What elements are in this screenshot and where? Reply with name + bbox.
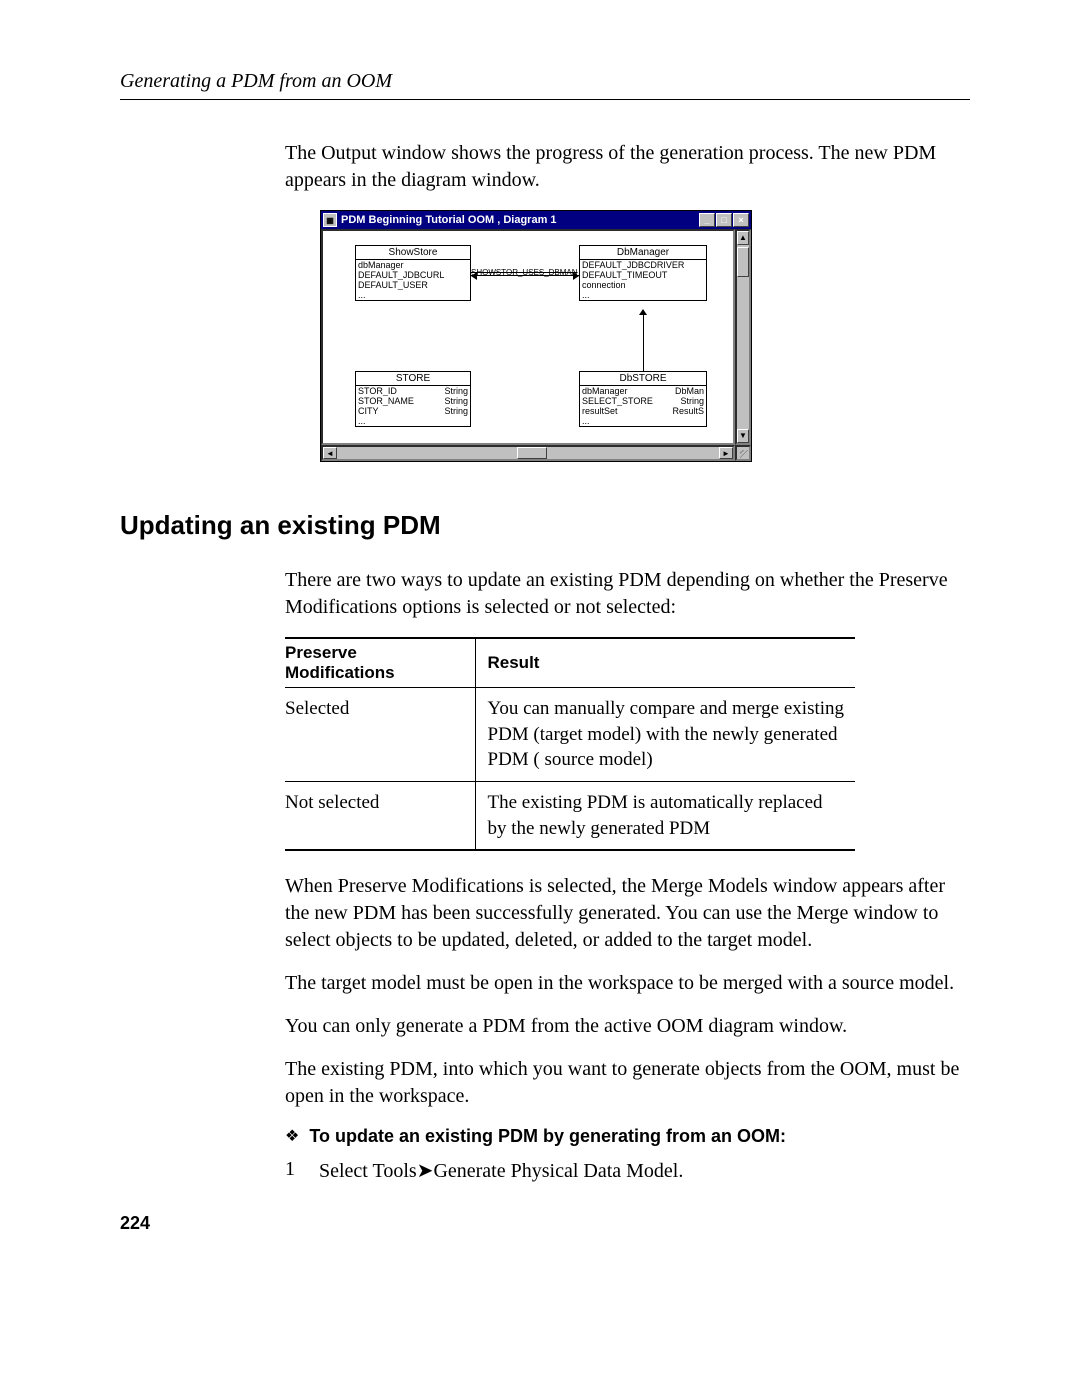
attr-type: DbMan	[671, 386, 704, 396]
menu-arrow-icon: ➤	[417, 1160, 434, 1182]
attr-label: resultSet	[582, 406, 668, 416]
attr-label: STOR_ID	[358, 386, 440, 396]
attr-label: dbManager	[582, 386, 671, 396]
attr-type: String	[440, 406, 468, 416]
entity-title: DbManager	[580, 246, 706, 260]
attr-type: String	[440, 386, 468, 396]
vertical-scrollbar[interactable]: ▲ ▼	[735, 229, 751, 445]
entity-store[interactable]: STORE STOR_IDString STOR_NAMEString CITY…	[355, 371, 471, 427]
scroll-thumb[interactable]	[517, 447, 547, 459]
table-cell: The existing PDM is automatically replac…	[475, 781, 855, 850]
attr-label: ...	[582, 416, 704, 426]
step-number: 1	[285, 1158, 299, 1183]
scroll-down-button[interactable]: ▼	[737, 429, 749, 443]
diagram-canvas[interactable]: ShowStore dbManager DEFAULT_JDBCURL DEFA…	[321, 229, 735, 445]
scroll-up-button[interactable]: ▲	[737, 231, 749, 245]
intro-paragraph: The Output window shows the progress of …	[285, 140, 970, 194]
attr-type: String	[440, 396, 468, 406]
entity-dbstore[interactable]: DbSTORE dbManagerDbMan SELECT_STOREStrin…	[579, 371, 707, 427]
body-paragraph: When Preserve Modifications is selected,…	[285, 873, 970, 954]
attr-label: ...	[582, 290, 704, 300]
table-cell: Selected	[285, 688, 475, 782]
pdm-diagram-window: ▦ PDM Beginning Tutorial OOM , Diagram 1…	[320, 210, 752, 462]
attr-label: CITY	[358, 406, 440, 416]
procedure-step: 1 Select Tools➤Generate Physical Data Mo…	[285, 1158, 970, 1183]
step-before: Select Tools	[319, 1160, 417, 1182]
entity-title: STORE	[356, 372, 470, 386]
window-title: PDM Beginning Tutorial OOM , Diagram 1	[341, 214, 557, 226]
table-header: Preserve Modifications	[285, 638, 475, 688]
attr-label: SELECT_STORE	[582, 396, 676, 406]
section-intro: There are two ways to update an existing…	[285, 567, 970, 621]
table-cell: Not selected	[285, 781, 475, 850]
attr-label: dbManager	[358, 260, 468, 270]
attr-label: DEFAULT_USER	[358, 280, 468, 290]
entity-showstore[interactable]: ShowStore dbManager DEFAULT_JDBCURL DEFA…	[355, 245, 471, 301]
relation-line-vertical	[643, 311, 644, 371]
scroll-thumb[interactable]	[737, 247, 749, 277]
attr-label: connection	[582, 280, 704, 290]
attr-label: DEFAULT_JDBCURL	[358, 270, 468, 280]
window-titlebar[interactable]: ▦ PDM Beginning Tutorial OOM , Diagram 1…	[321, 211, 751, 229]
step-text: Select Tools➤Generate Physical Data Mode…	[319, 1158, 683, 1183]
procedure-heading: To update an existing PDM by generating …	[309, 1126, 786, 1147]
relation-label: SHOWSTOR_USES_DBMAN	[471, 268, 578, 277]
header-rule	[120, 99, 970, 100]
body-paragraph: The existing PDM, into which you want to…	[285, 1056, 970, 1110]
body-paragraph: The target model must be open in the wor…	[285, 970, 970, 997]
preserve-modifications-table: Preserve Modifications Result Selected Y…	[285, 637, 855, 851]
diamond-bullet-icon: ❖	[285, 1126, 299, 1148]
attr-label: DEFAULT_JDBCDRIVER	[582, 260, 704, 270]
attr-label: DEFAULT_TIMEOUT	[582, 270, 704, 280]
scroll-track[interactable]	[737, 277, 749, 429]
scroll-track[interactable]	[337, 447, 719, 459]
attr-label: STOR_NAME	[358, 396, 440, 406]
resize-grip[interactable]	[735, 445, 751, 461]
body-paragraph: You can only generate a PDM from the act…	[285, 1013, 970, 1040]
window-app-icon: ▦	[323, 213, 337, 227]
scroll-left-button[interactable]: ◄	[323, 447, 337, 459]
page-number: 224	[120, 1213, 970, 1234]
attr-label: ...	[358, 416, 468, 426]
attr-type: ResultS	[668, 406, 704, 416]
entity-title: ShowStore	[356, 246, 470, 260]
attr-label: ...	[358, 290, 468, 300]
entity-title: DbSTORE	[580, 372, 706, 386]
step-after: Generate Physical Data Model.	[433, 1160, 683, 1182]
table-row: Selected You can manually compare and me…	[285, 688, 855, 782]
close-button[interactable]: ×	[733, 213, 749, 227]
scroll-right-button[interactable]: ►	[719, 447, 733, 459]
horizontal-scrollbar[interactable]: ◄ ►	[321, 445, 735, 461]
table-cell: You can manually compare and merge exist…	[475, 688, 855, 782]
minimize-button[interactable]: _	[699, 213, 715, 227]
page-header-title: Generating a PDM from an OOM	[120, 70, 970, 99]
relation-arrow-up	[639, 309, 647, 315]
attr-type: String	[676, 396, 704, 406]
entity-dbmanager[interactable]: DbManager DEFAULT_JDBCDRIVER DEFAULT_TIM…	[579, 245, 707, 301]
table-row: Not selected The existing PDM is automat…	[285, 781, 855, 850]
maximize-button[interactable]: □	[716, 213, 732, 227]
table-header: Result	[475, 638, 855, 688]
section-heading: Updating an existing PDM	[120, 510, 970, 541]
